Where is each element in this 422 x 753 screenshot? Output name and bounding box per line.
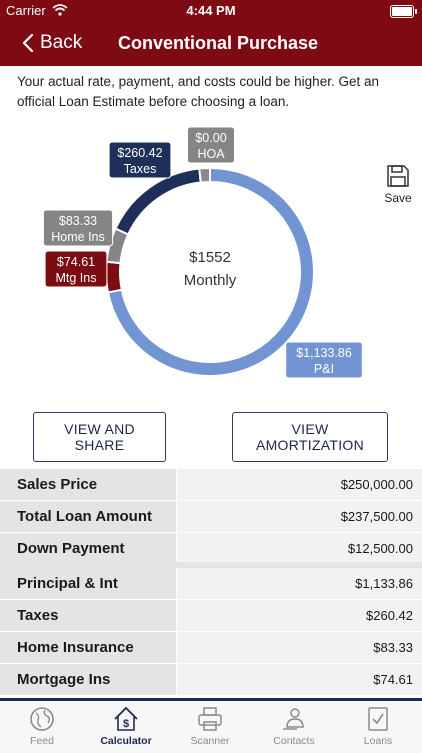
tab-label: Loans	[363, 735, 393, 747]
payment-donut-chart: $1552 Monthly $1,133.86 P&I $74.61 Mtg Ins $83…	[42, 126, 363, 379]
loan-summary-table: Sales Price $250,000.00 Total Loan Amoun…	[0, 469, 422, 565]
tab-label: Calculator	[100, 735, 152, 747]
slice-callout-mtg-ins: $74.61 Mtg Ins	[44, 250, 108, 288]
callout-amount: $0.00	[195, 131, 226, 145]
globe-icon	[30, 707, 54, 731]
row-label: Mortgage Ins	[0, 664, 176, 695]
floppy-disk-icon	[387, 165, 409, 187]
row-value: $250,000.00	[176, 469, 422, 500]
callout-amount: $83.33	[59, 214, 97, 228]
contacts-icon	[283, 708, 304, 730]
disclaimer-text: Your actual rate, payment, and costs cou…	[17, 74, 379, 109]
clock: 4:44 PM	[186, 3, 236, 18]
slice-callout-home-ins: $83.33 Home Ins	[42, 209, 114, 247]
table-row: Total Loan Amount $237,500.00	[0, 501, 422, 533]
loans-icon	[368, 707, 388, 731]
scanner-icon	[198, 707, 222, 731]
tab-scanner[interactable]: Scanner	[168, 705, 252, 747]
wifi-icon	[52, 4, 68, 19]
row-value: $237,500.00	[176, 501, 422, 532]
callout-name: Mtg Ins	[56, 271, 97, 285]
table-row: Down Payment $12,500.00	[0, 533, 422, 565]
callout-name: Home Ins	[51, 230, 105, 244]
callout-amount: $260.42	[117, 146, 162, 160]
callout-box	[108, 141, 172, 179]
tab-loans[interactable]: Loans	[336, 705, 420, 747]
view-and-share-button[interactable]: VIEW AND SHARE	[33, 412, 166, 462]
back-button[interactable]: Back	[22, 32, 82, 54]
back-label: Back	[40, 32, 83, 53]
slice-callout-p-i: $1,133.86 P&I	[285, 341, 363, 379]
battery-icon	[390, 5, 417, 18]
view-amortization-button[interactable]: VIEW AMORTIZATION	[232, 412, 388, 462]
navigation-bar: Back Conventional Purchase	[0, 22, 422, 66]
center-amount: $1552	[189, 249, 231, 266]
tab-label: Scanner	[190, 735, 230, 747]
payment-breakdown-table: Principal & Int $1,133.86 Taxes $260.42 …	[0, 568, 422, 696]
svg-text:$: $	[123, 718, 129, 730]
table-row: Taxes $260.42	[0, 600, 422, 632]
callout-box	[44, 250, 108, 288]
row-value: $260.42	[176, 600, 422, 631]
slice-callout-hoa: $0.00 HOA	[187, 126, 235, 164]
slice-callout-taxes: $260.42 Taxes	[108, 141, 172, 179]
tab-label: Contacts	[273, 735, 315, 747]
row-value: $83.33	[176, 632, 422, 663]
callout-box	[187, 126, 235, 164]
callout-name: HOA	[197, 147, 225, 161]
save-button[interactable]: Save	[380, 164, 416, 205]
tab-label: Feed	[30, 735, 54, 747]
donut-slice-hoa	[198, 166, 211, 184]
tab-contacts[interactable]: Contacts	[252, 705, 336, 747]
center-label: Monthly	[184, 272, 237, 289]
row-label: Taxes	[0, 600, 176, 631]
row-label: Sales Price	[0, 469, 176, 500]
tab-feed[interactable]: Feed	[0, 705, 84, 747]
donut-slice-mtg-ins	[105, 260, 123, 294]
calculator-house-icon: $	[114, 706, 138, 731]
callout-amount: $1,133.86	[296, 346, 352, 360]
row-label: Total Loan Amount	[0, 501, 176, 532]
table-row: Sales Price $250,000.00	[0, 469, 422, 501]
table-row: Principal & Int $1,133.86	[0, 568, 422, 600]
chevron-left-icon	[22, 34, 34, 52]
callout-name: Taxes	[124, 162, 157, 176]
row-label: Down Payment	[0, 533, 176, 564]
callout-amount: $74.61	[57, 255, 95, 269]
table-row: Mortgage Ins $74.61	[0, 664, 422, 696]
status-bar: Carrier 4:44 PM	[0, 0, 422, 22]
tab-bar: Feed $ Calculator Scanner Contacts Loans	[0, 698, 422, 753]
table-row: Home Insurance $83.33	[0, 632, 422, 664]
row-label: Principal & Int	[0, 568, 176, 599]
callout-box	[42, 209, 114, 247]
section-divider	[0, 562, 422, 568]
carrier-label: Carrier	[6, 3, 46, 18]
row-value: $12,500.00	[176, 533, 422, 564]
save-label: Save	[384, 191, 412, 205]
callout-box	[285, 341, 363, 379]
row-label: Home Insurance	[0, 632, 176, 663]
row-value: $74.61	[176, 664, 422, 695]
row-value: $1,133.86	[176, 568, 422, 599]
page-title: Conventional Purchase	[118, 33, 319, 53]
tab-calculator[interactable]: $ Calculator	[84, 705, 168, 747]
callout-name: P&I	[314, 362, 334, 376]
